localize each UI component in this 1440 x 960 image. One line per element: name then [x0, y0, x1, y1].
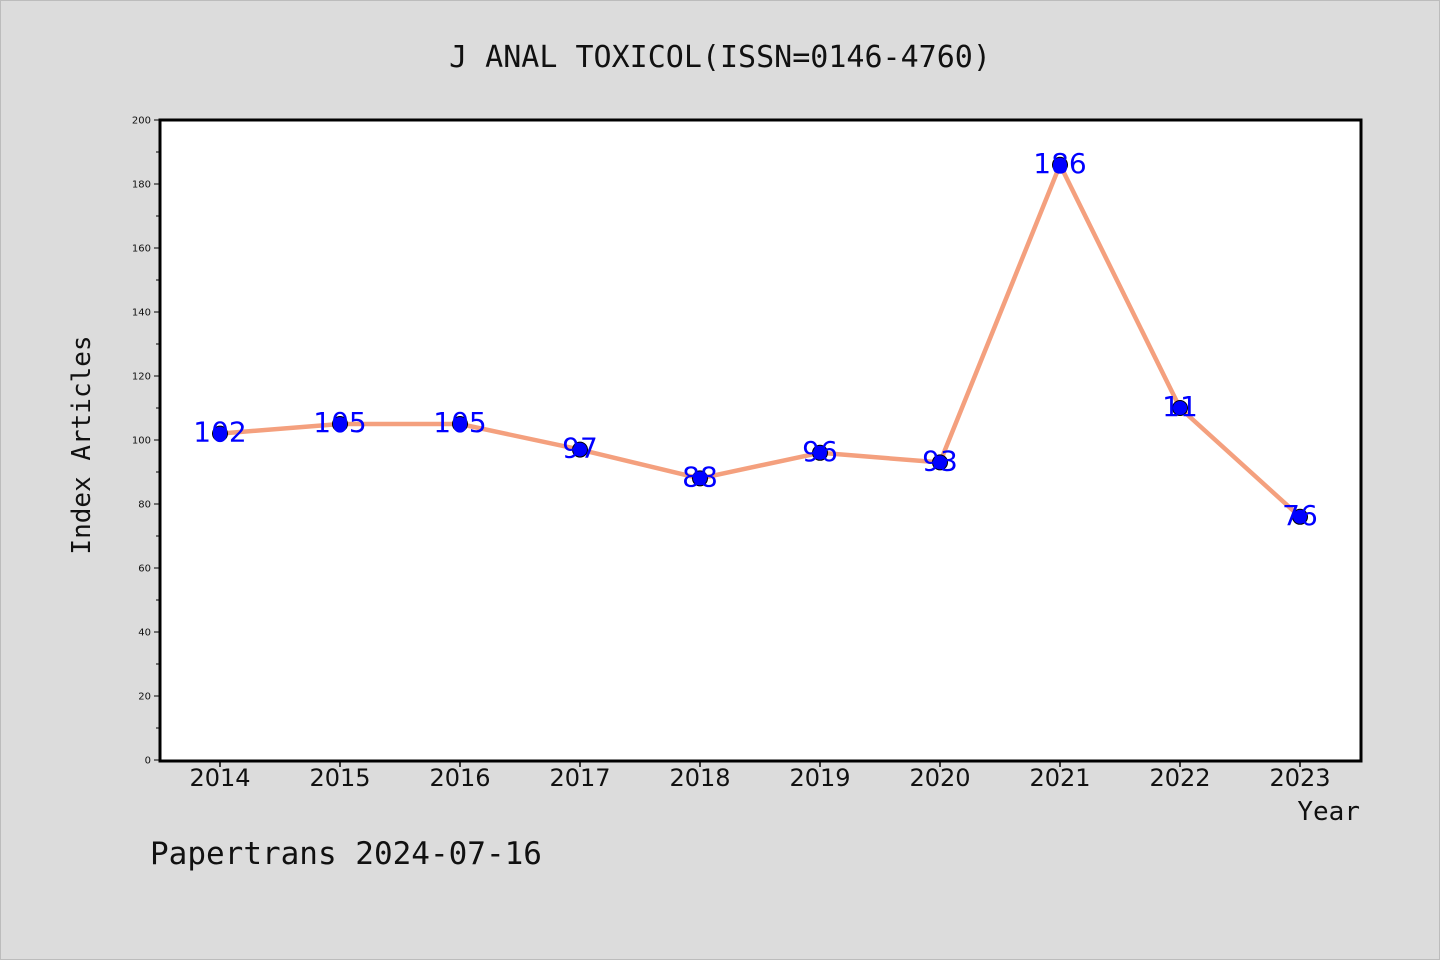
y-tick-label: 100 [132, 436, 151, 447]
data-label: 93 [922, 444, 958, 477]
data-point [1292, 508, 1308, 525]
x-tick-label: 2022 [1149, 764, 1210, 792]
y-tick-label: 40 [138, 628, 151, 639]
y-axis: 0 20 40 60 80 100 120 140 160 180 200 [132, 116, 160, 767]
data-label: 105 [433, 406, 486, 439]
data-label: 88 [682, 460, 718, 493]
data-point [452, 416, 468, 432]
x-tick-label: 2023 [1269, 764, 1330, 792]
data-point [1052, 156, 1068, 173]
x-tick-label: 2018 [669, 764, 730, 792]
series-line-group: 102 105 105 97 88 96 93 186 11 76 [193, 147, 1318, 532]
data-point [1172, 400, 1188, 416]
x-tick-label: 2019 [789, 764, 850, 792]
y-tick-label: 20 [138, 692, 151, 703]
x-axis: 2014 2015 2016 2017 2018 2019 2020 2021 2022 2023 [189, 761, 1331, 792]
data-label: 102 [193, 416, 246, 449]
y-tick-label: 140 [132, 308, 151, 319]
data-label: 76 [1282, 499, 1318, 532]
plot-area [158, 118, 1363, 763]
y-tick-label: 60 [138, 564, 151, 575]
data-label: 96 [802, 435, 838, 468]
x-tick-label: 2014 [189, 764, 250, 792]
data-label: 11 [1162, 390, 1198, 423]
x-axis-label: Year [1297, 797, 1360, 827]
x-tick-label: 2020 [909, 764, 970, 792]
series-line [217, 162, 1303, 520]
x-tick-label: 2015 [309, 764, 370, 792]
y-axis-label: Index Articles [67, 335, 97, 554]
footer-text: Papertrans 2024-07-16 [150, 836, 542, 872]
y-tick-label: 120 [132, 372, 151, 383]
y-tick-label: 200 [132, 116, 151, 127]
data-point [332, 416, 348, 432]
x-tick-label: 2021 [1029, 764, 1090, 792]
y-tick-label: 80 [138, 500, 151, 511]
data-point [572, 441, 588, 458]
data-label: 97 [562, 432, 598, 465]
data-point [812, 444, 828, 461]
y-tick-label: 160 [132, 244, 151, 255]
y-tick-label: 0 [145, 756, 151, 767]
chart-title: J ANAL TOXICOL(ISSN=0146-4760) [449, 40, 991, 75]
y-tick-label: 180 [132, 180, 151, 191]
x-tick-label: 2016 [429, 764, 490, 792]
data-point [212, 425, 228, 442]
data-point [932, 454, 948, 471]
data-point [692, 470, 708, 487]
data-label: 186 [1033, 147, 1086, 180]
x-tick-label: 2017 [549, 764, 610, 792]
data-label: 105 [313, 406, 366, 439]
